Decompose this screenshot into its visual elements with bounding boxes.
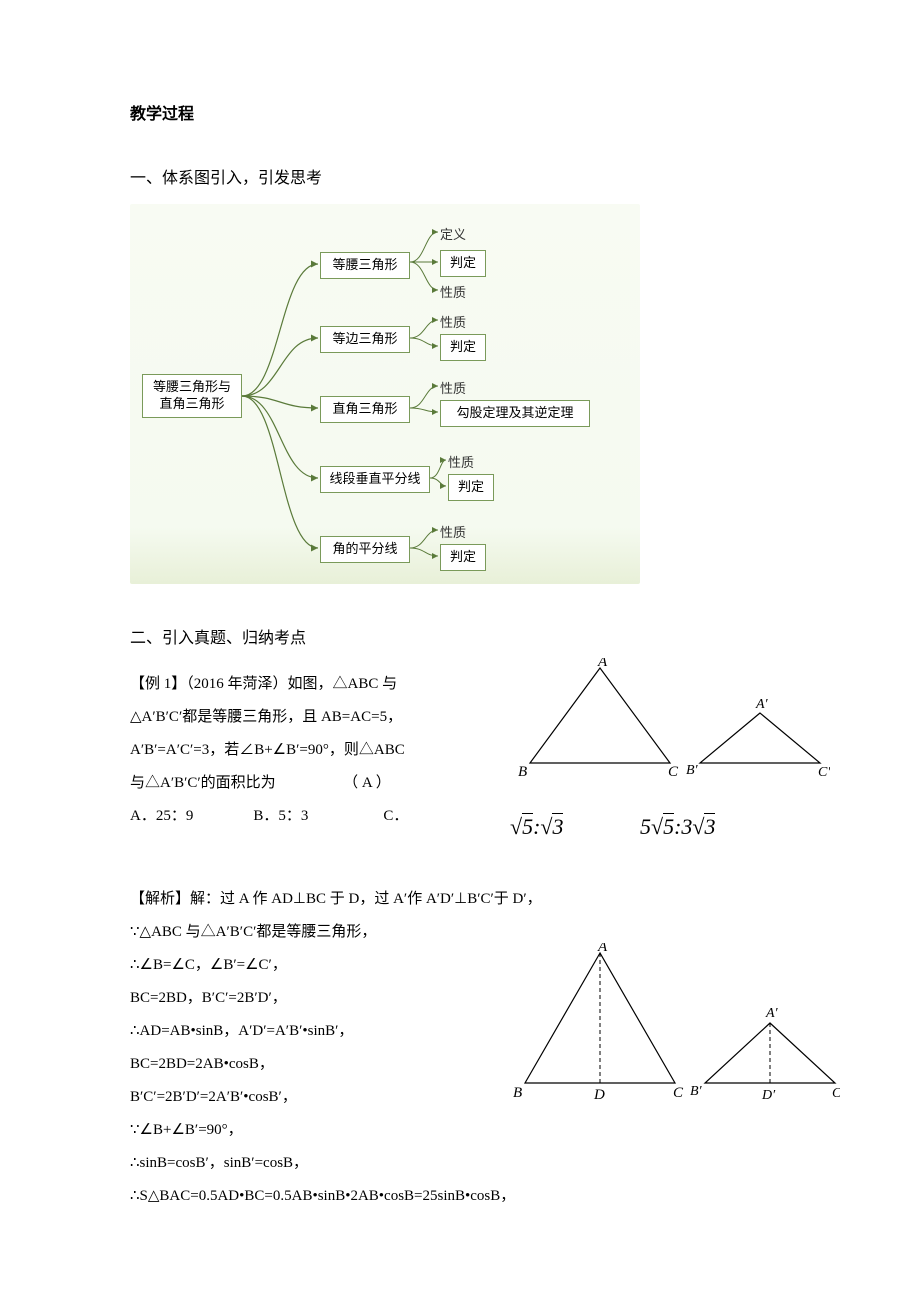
heading-teaching-process: 教学过程 xyxy=(130,100,790,124)
svg-text:A: A xyxy=(597,658,608,670)
sol-l3: ∴∠B=∠C，∠B′=∠C′， xyxy=(130,949,500,982)
svg-text:D′: D′ xyxy=(761,1088,776,1103)
example-triangle-svg: A B C A′ B′ C′ xyxy=(510,658,830,788)
sol-l10: ∴S△BAC=0.5AD•BC=0.5AB•sinB•2AB•cosB=25si… xyxy=(130,1180,690,1213)
leaf-def: 定义 xyxy=(440,224,466,243)
leaf-prop1: 性质 xyxy=(440,282,466,301)
svg-text:A′: A′ xyxy=(765,1006,779,1021)
radical-c: √5:√3 xyxy=(510,803,563,851)
sol-l8: ∵∠B+∠B′=90°， xyxy=(130,1114,500,1147)
branch-perp-bisector: 线段垂直平分线 xyxy=(320,466,430,493)
leaf-prop4: 性质 xyxy=(448,452,474,471)
example-text: 【例 1】（2016 年菏泽）如图，△ABC 与 △A′B′C′都是等腰三角形，… xyxy=(130,668,500,833)
branch-equilateral: 等边三角形 xyxy=(320,326,410,353)
sol-l6: BC=2BD=2AB•cosB， xyxy=(130,1048,500,1081)
concept-map: 等腰三角形与 直角三角形 等腰三角形 等边三角形 直角三角形 线段垂直平分线 角… xyxy=(130,204,640,584)
ex-l3: A′B′=A′C′=3，若∠B+∠B′=90°，则△ABC xyxy=(130,734,500,767)
svg-text:D: D xyxy=(593,1087,605,1103)
branch-angle-bisector: 角的平分线 xyxy=(320,536,410,563)
branch-right: 直角三角形 xyxy=(320,396,410,423)
leaf-judge5: 判定 xyxy=(440,544,486,571)
sol-l1: 【解析】解：过 A 作 AD⊥BC 于 D，过 A′作 A′D′⊥B′C′于 D… xyxy=(130,883,690,916)
sol-l4: BC=2BD，B′C′=2B′D′， xyxy=(130,982,500,1015)
section2-title: 二、引入真题、归纳考点 xyxy=(130,624,790,648)
svg-text:A′: A′ xyxy=(755,697,769,712)
root-box: 等腰三角形与 直角三角形 xyxy=(142,374,242,418)
ex-l4: 与△A′B′C′的面积比为 （ A ） xyxy=(130,767,500,800)
radical-d: 5√5:3√3 xyxy=(640,803,715,851)
svg-text:B′: B′ xyxy=(686,763,699,778)
svg-text:B: B xyxy=(513,1085,522,1101)
leaf-judge1: 判定 xyxy=(440,250,486,277)
svg-text:C: C xyxy=(668,764,679,780)
section1-title: 一、体系图引入，引发思考 xyxy=(130,164,790,188)
sol-l9: ∴sinB=cosB′，sinB′=cosB， xyxy=(130,1147,500,1180)
sol-l5: ∴AD=AB•sinB，A′D′=A′B′•sinB′， xyxy=(130,1015,500,1048)
ex-l5: A．25：9 B．5：3 C． xyxy=(130,800,500,833)
svg-text:C: C xyxy=(673,1085,684,1101)
sol-l7: B′C′=2B′D′=2A′B′•cosB′， xyxy=(130,1081,500,1114)
svg-text:B: B xyxy=(518,764,527,780)
svg-text:A: A xyxy=(597,943,608,955)
solution-text: 【解析】解：过 A 作 AD⊥BC 于 D，过 A′作 A′D′⊥B′C′于 D… xyxy=(130,883,500,1213)
leaf-judge4: 判定 xyxy=(448,474,494,501)
ex-l1: 【例 1】（2016 年菏泽）如图，△ABC 与 xyxy=(130,668,500,701)
solution-triangle-svg: A B C D A′ B′ C′ D′ xyxy=(510,943,840,1113)
svg-text:B′: B′ xyxy=(690,1084,703,1099)
branch-isosceles: 等腰三角形 xyxy=(320,252,410,279)
leaf-prop3: 性质 xyxy=(440,378,466,397)
leaf-prop5: 性质 xyxy=(440,522,466,541)
svg-text:C′: C′ xyxy=(832,1086,840,1101)
leaf-pyth: 勾股定理及其逆定理 xyxy=(440,400,590,427)
leaf-judge2: 判定 xyxy=(440,334,486,361)
svg-text:C′: C′ xyxy=(818,765,830,780)
leaf-prop2: 性质 xyxy=(440,312,466,331)
sol-l2: ∵△ABC 与△A′B′C′都是等腰三角形， xyxy=(130,916,500,949)
ex-l2: △A′B′C′都是等腰三角形，且 AB=AC=5， xyxy=(130,701,500,734)
